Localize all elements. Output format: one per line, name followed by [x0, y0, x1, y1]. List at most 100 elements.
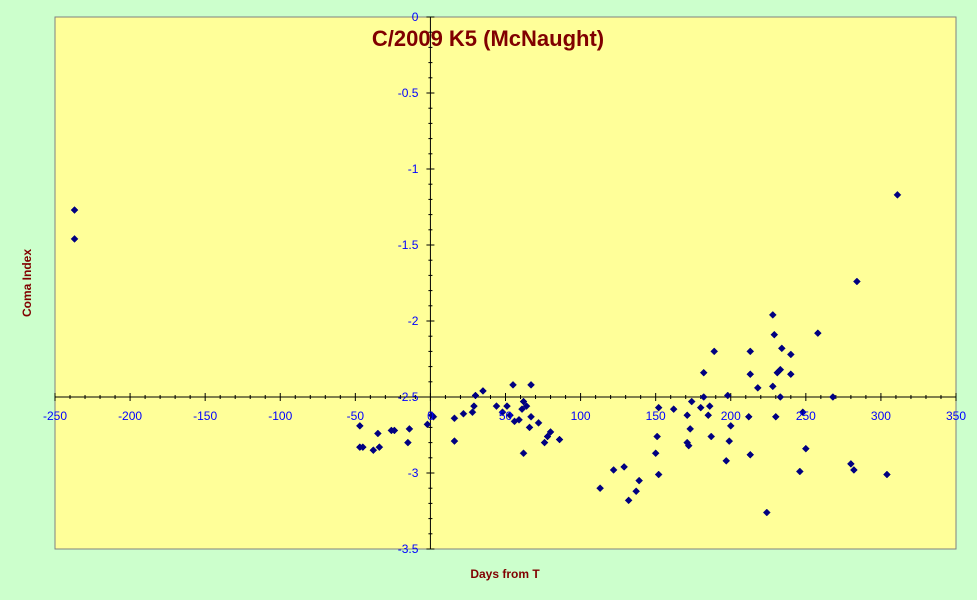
data-point	[744, 412, 753, 421]
data-point	[596, 484, 604, 493]
x-tick-label: -200	[118, 409, 142, 423]
x-tick-label: 350	[946, 409, 966, 423]
data-point	[522, 402, 531, 410]
data-point	[429, 412, 438, 421]
data-point	[771, 412, 780, 421]
data-point	[707, 432, 716, 441]
data-points	[70, 190, 902, 517]
data-point	[404, 438, 412, 447]
x-tick-label: -50	[347, 409, 365, 423]
chart-title: C/2009 K5 (McNaught)	[372, 26, 604, 51]
x-tick-label: -150	[193, 409, 217, 423]
data-point	[801, 444, 810, 453]
x-tick-label: 300	[871, 409, 891, 423]
axes	[54, 16, 957, 550]
data-point	[519, 449, 528, 458]
data-point	[632, 487, 640, 496]
y-tick-label: -1.5	[398, 238, 419, 252]
data-point	[776, 365, 785, 374]
data-point	[853, 277, 861, 286]
data-point	[503, 402, 511, 410]
data-point	[527, 412, 535, 421]
data-point	[683, 411, 692, 420]
y-tick-label: -3	[408, 466, 419, 480]
data-point	[746, 347, 755, 356]
data-point	[798, 408, 807, 417]
data-point	[651, 449, 660, 458]
data-point	[786, 370, 795, 379]
data-point	[768, 382, 777, 391]
data-point	[777, 344, 786, 353]
data-point	[355, 422, 364, 430]
data-point	[850, 466, 858, 474]
data-point	[847, 460, 855, 468]
y-axis-title: Coma Index	[20, 249, 34, 317]
data-point	[620, 463, 628, 471]
data-point	[70, 235, 79, 243]
data-point	[492, 402, 501, 410]
data-point	[746, 370, 755, 379]
data-point	[654, 403, 663, 412]
x-tick-label: 50	[499, 409, 513, 423]
x-tick-label: 150	[646, 409, 666, 423]
data-point	[527, 380, 535, 389]
tick-labels: -250 -200 -150 -100 -50 0 50 100 150 200 250 300 350…	[43, 10, 966, 556]
data-point	[829, 393, 837, 401]
data-point	[786, 350, 795, 359]
data-point	[725, 437, 734, 445]
data-point	[519, 397, 528, 406]
x-tick-label: 200	[721, 409, 741, 423]
data-point	[699, 368, 708, 377]
data-point	[375, 443, 384, 452]
data-point	[518, 405, 526, 414]
x-tick-label: 0	[427, 409, 434, 423]
data-point	[468, 408, 477, 417]
x-axis-title: Days from T	[470, 567, 540, 581]
data-point	[726, 422, 735, 430]
data-point	[813, 329, 822, 338]
x-tick-label: 100	[571, 409, 591, 423]
data-point	[723, 391, 732, 400]
data-point	[753, 384, 762, 392]
data-point	[722, 456, 731, 465]
data-point	[624, 496, 633, 505]
y-tick-label: -0.5	[398, 86, 419, 100]
data-point	[684, 441, 693, 450]
plot-area	[54, 16, 957, 550]
data-point	[509, 380, 517, 389]
y-tick-label: -2	[408, 314, 419, 328]
data-point	[423, 420, 432, 429]
data-point	[669, 405, 678, 414]
data-point	[525, 423, 534, 432]
data-point	[893, 190, 902, 199]
data-point	[699, 393, 708, 401]
data-point	[450, 437, 459, 445]
data-point	[459, 409, 468, 418]
data-point	[369, 446, 378, 455]
data-point	[768, 311, 777, 319]
data-point	[543, 432, 552, 441]
x-tick-label: -250	[43, 409, 67, 423]
data-point	[696, 403, 705, 412]
data-point	[470, 402, 478, 410]
y-tick-label: -3.5	[398, 542, 419, 556]
x-tick-label: 250	[796, 409, 816, 423]
data-point	[358, 443, 367, 452]
data-point	[795, 467, 804, 476]
data-point	[546, 428, 555, 436]
data-point	[686, 425, 695, 433]
data-point	[479, 387, 487, 395]
data-point	[471, 391, 480, 400]
data-point	[450, 414, 459, 423]
data-point	[704, 411, 713, 420]
data-point	[540, 438, 549, 447]
data-point	[705, 402, 714, 410]
x-tick-label: -100	[268, 409, 292, 423]
data-point	[609, 466, 618, 474]
data-point	[498, 408, 507, 417]
data-point	[515, 415, 523, 424]
data-point	[70, 206, 79, 214]
data-point	[687, 397, 696, 406]
data-point	[506, 411, 514, 420]
data-point	[405, 425, 414, 433]
